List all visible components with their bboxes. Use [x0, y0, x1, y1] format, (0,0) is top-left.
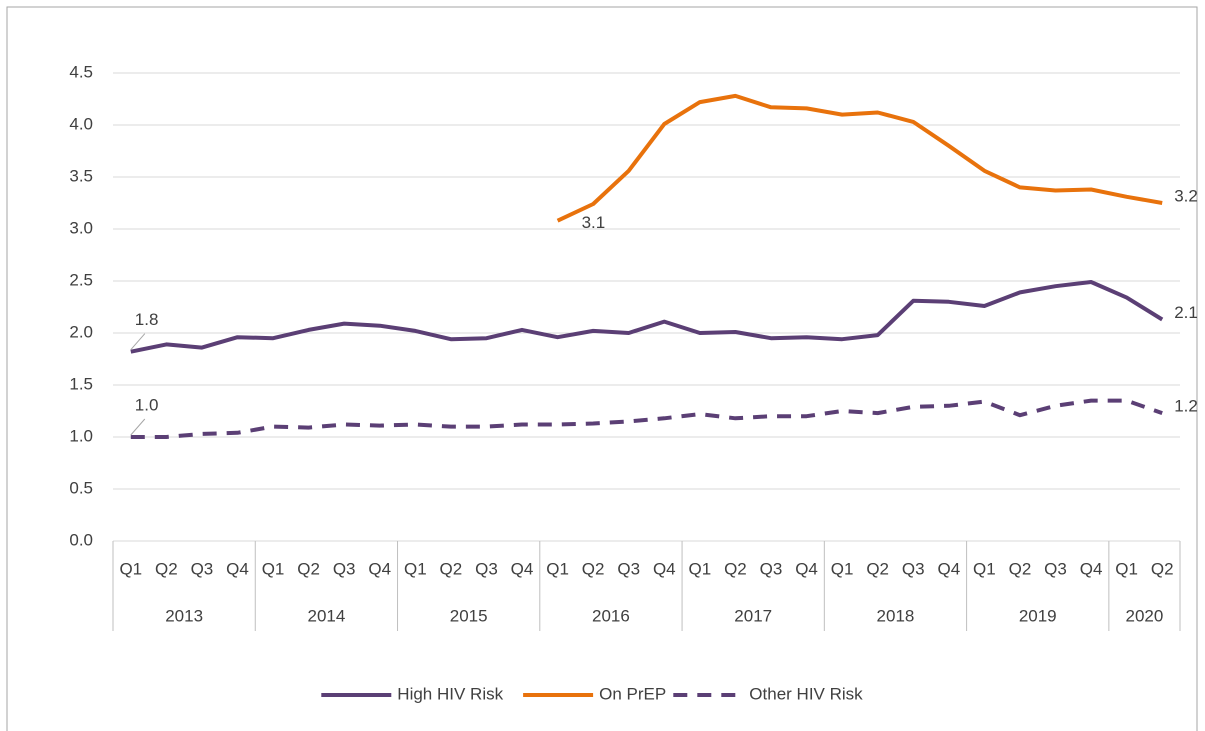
x-tick-label: Q4 — [511, 559, 534, 578]
series-line — [556, 93, 1163, 223]
legend-label: High HIV Risk — [397, 684, 503, 703]
y-tick-label: 1.0 — [69, 426, 93, 445]
x-group-label: 2020 — [1126, 606, 1164, 625]
x-tick-label: Q4 — [1080, 559, 1103, 578]
x-group-label: 2018 — [877, 606, 915, 625]
series-line — [130, 398, 1163, 439]
x-tick-label: Q1 — [973, 559, 996, 578]
data-label: 3.2 — [1174, 186, 1198, 205]
x-tick-label: Q4 — [368, 559, 391, 578]
x-tick-label: Q1 — [689, 559, 712, 578]
legend-label: Other HIV Risk — [749, 684, 863, 703]
x-tick-label: Q2 — [440, 559, 463, 578]
x-tick-label: Q3 — [617, 559, 640, 578]
label-leader — [130, 333, 146, 351]
y-tick-label: 4.0 — [69, 114, 93, 133]
x-tick-label: Q1 — [831, 559, 854, 578]
x-group-label: 2016 — [592, 606, 630, 625]
x-tick-label: Q1 — [1115, 559, 1138, 578]
y-tick-label: 3.5 — [69, 166, 93, 185]
data-label: 1.8 — [135, 310, 159, 329]
x-tick-label: Q1 — [404, 559, 427, 578]
y-tick-label: 0.0 — [69, 530, 93, 549]
x-tick-label: Q3 — [333, 559, 356, 578]
y-tick-label: 4.5 — [69, 62, 93, 81]
legend-label: On PrEP — [599, 684, 666, 703]
x-tick-label: Q3 — [902, 559, 925, 578]
x-tick-label: Q4 — [653, 559, 676, 578]
data-label: 1.2 — [1174, 397, 1198, 416]
y-tick-label: 2.0 — [69, 322, 93, 341]
x-tick-label: Q2 — [866, 559, 889, 578]
x-tick-label: Q1 — [546, 559, 569, 578]
y-tick-label: 0.5 — [69, 478, 93, 497]
data-label: 1.0 — [135, 395, 159, 414]
y-tick-label: 3.0 — [69, 218, 93, 237]
x-tick-label: Q2 — [297, 559, 320, 578]
x-tick-label: Q4 — [226, 559, 249, 578]
x-tick-label: Q2 — [1151, 559, 1174, 578]
x-tick-label: Q2 — [1009, 559, 1032, 578]
x-tick-label: Q4 — [937, 559, 960, 578]
chart-frame — [6, 6, 1198, 731]
x-group-label: 2017 — [734, 606, 772, 625]
x-tick-label: Q3 — [191, 559, 214, 578]
x-tick-label: Q3 — [475, 559, 498, 578]
y-tick-label: 1.5 — [69, 374, 93, 393]
data-label: 3.1 — [582, 213, 606, 232]
label-leader — [130, 418, 146, 436]
series-line — [130, 280, 1164, 354]
x-group-label: 2013 — [165, 606, 203, 625]
x-tick-label: Q2 — [582, 559, 605, 578]
x-tick-label: Q1 — [119, 559, 142, 578]
x-tick-label: Q1 — [262, 559, 285, 578]
x-group-label: 2019 — [1019, 606, 1057, 625]
x-group-label: 2014 — [307, 606, 345, 625]
y-tick-label: 2.5 — [69, 270, 93, 289]
x-tick-label: Q3 — [1044, 559, 1067, 578]
x-tick-label: Q4 — [795, 559, 818, 578]
x-group-label: 2015 — [450, 606, 488, 625]
x-tick-label: Q2 — [155, 559, 178, 578]
data-label: 2.1 — [1174, 303, 1198, 322]
x-tick-label: Q2 — [724, 559, 747, 578]
x-tick-label: Q3 — [760, 559, 783, 578]
